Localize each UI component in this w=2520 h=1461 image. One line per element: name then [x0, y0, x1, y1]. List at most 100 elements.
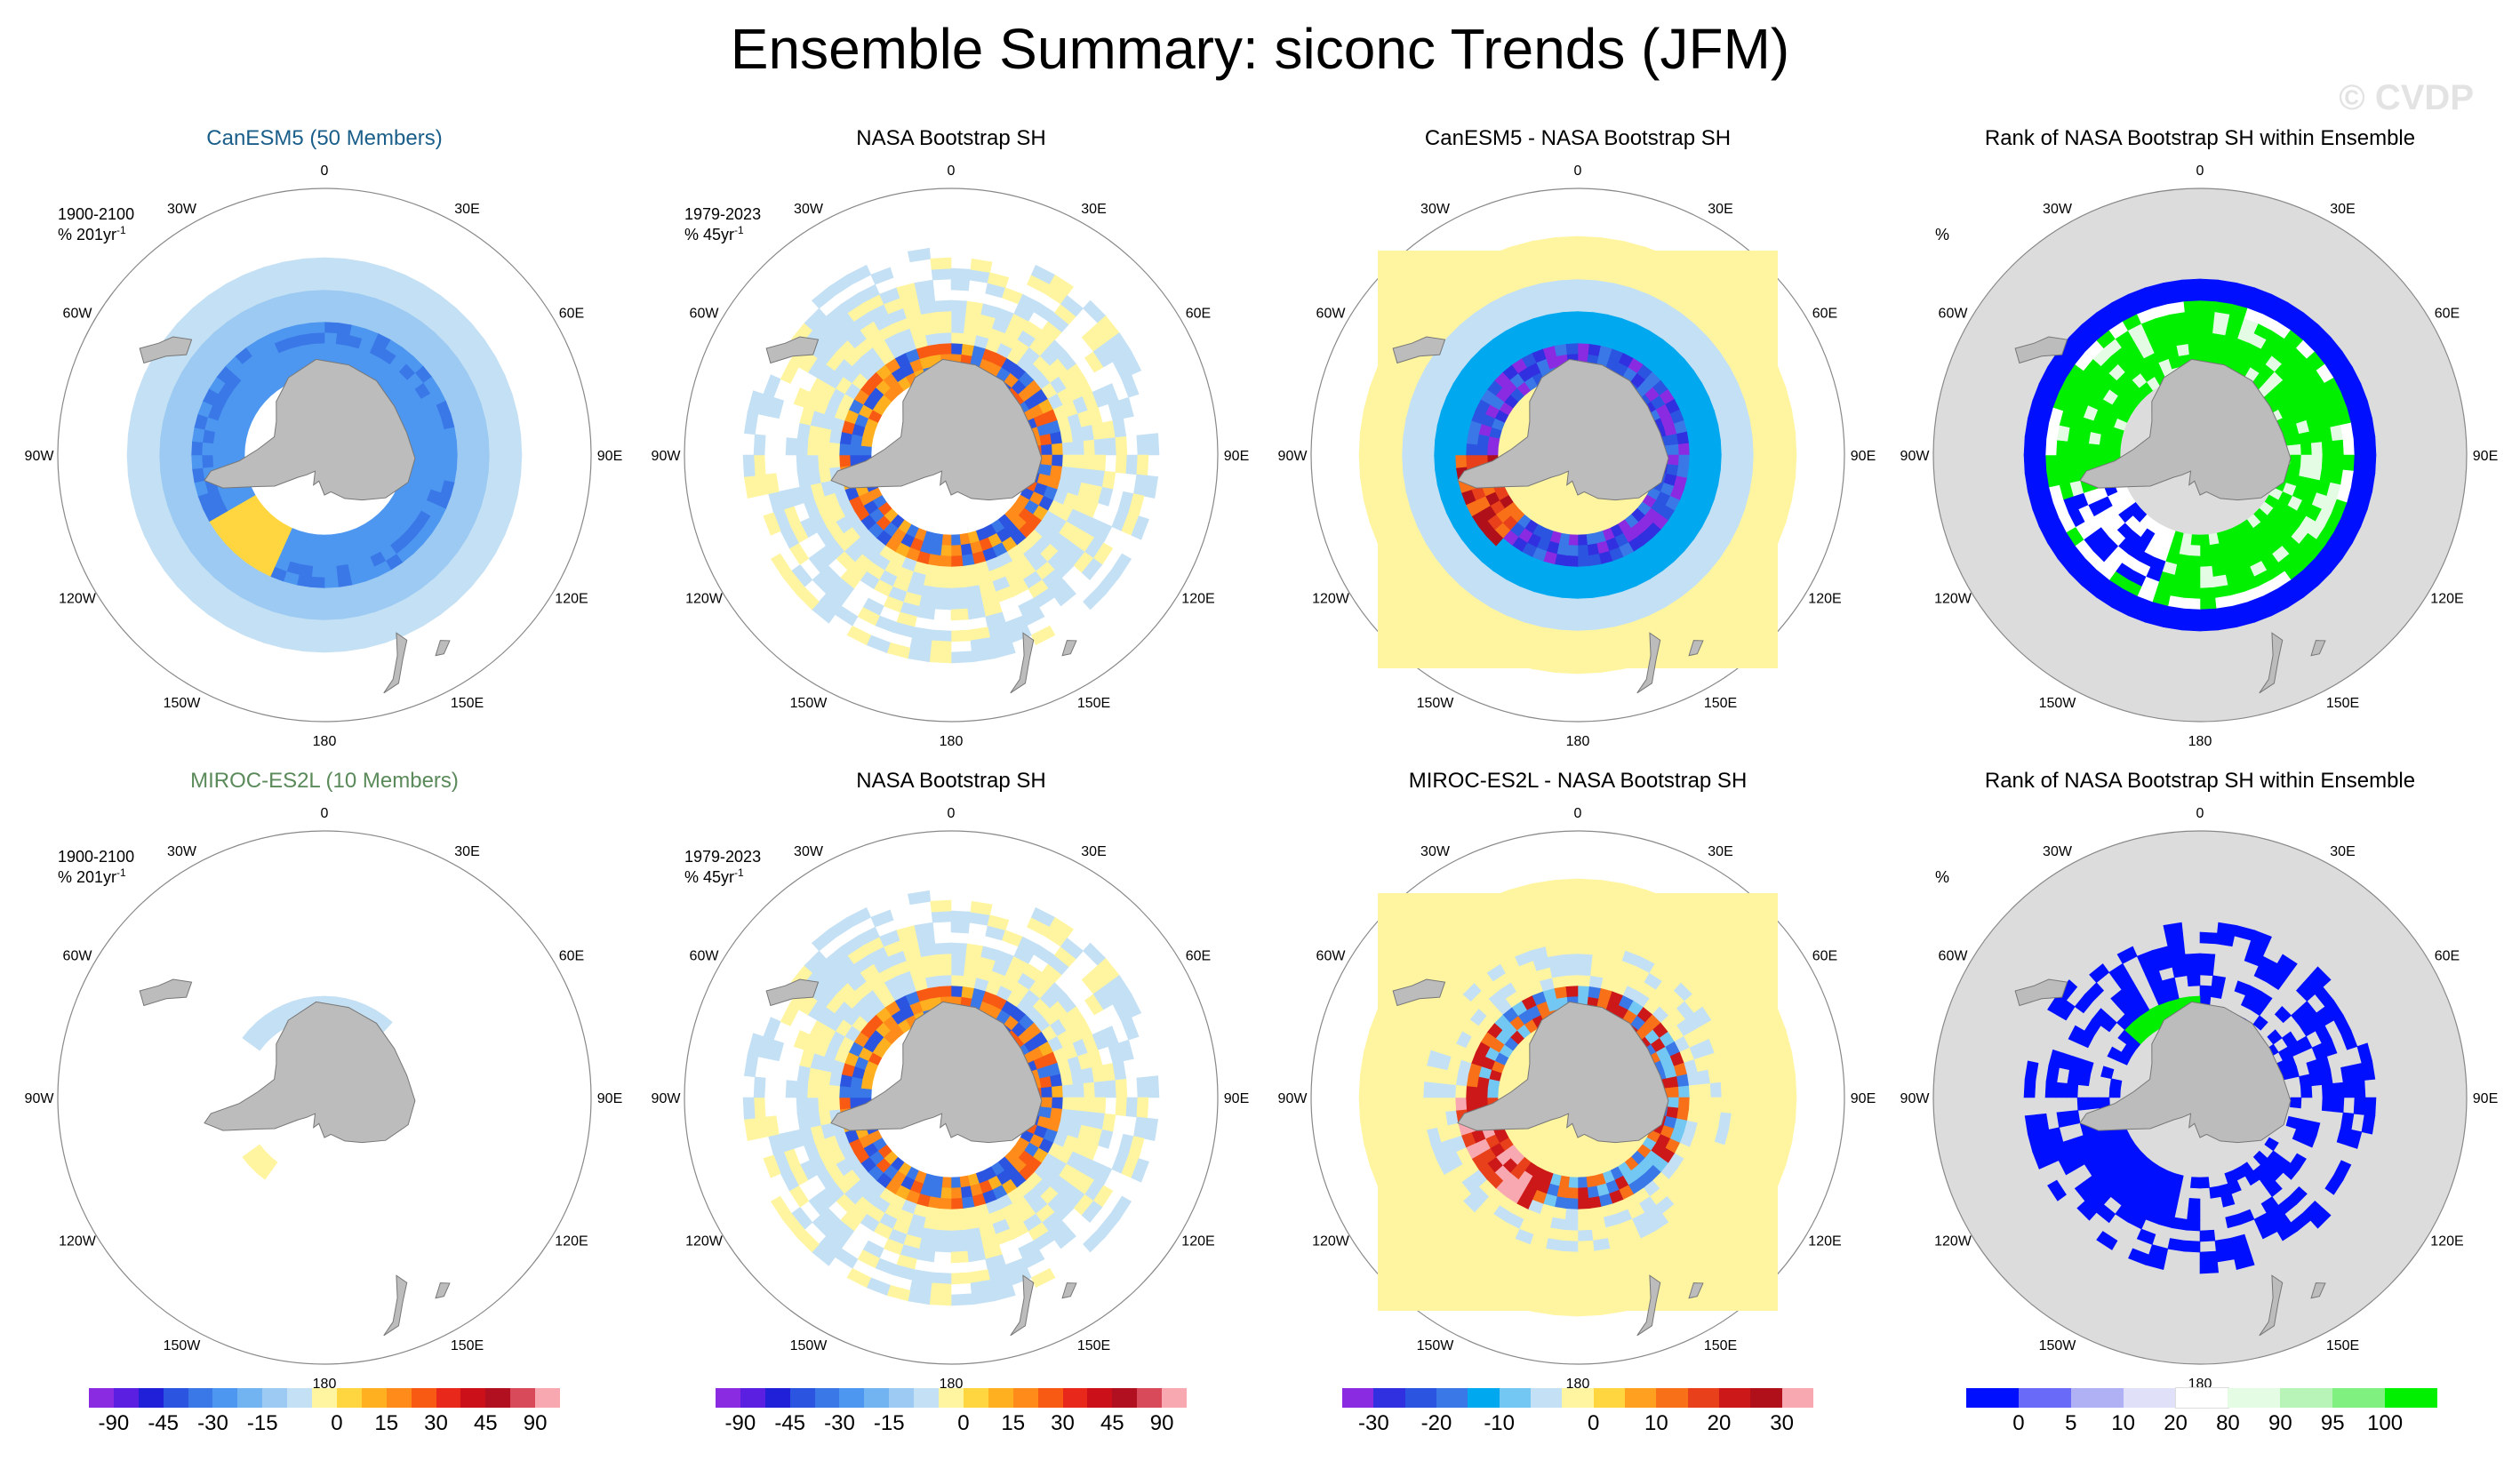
longitude-label: 90E [1851, 1091, 1876, 1106]
antarctica-landmass [830, 1001, 1043, 1144]
trend-cell [2199, 576, 2215, 589]
trend-cell [137, 454, 150, 475]
colorbar-swatch [864, 1388, 890, 1408]
trend-cell [1752, 1097, 1765, 1118]
trend-cell [1688, 442, 1701, 456]
trend-cell [1709, 454, 1723, 471]
trend-cell [950, 587, 967, 600]
colorbar-swatch [1687, 1388, 1720, 1408]
trend-cell [950, 1198, 964, 1210]
trend-cell [308, 597, 325, 611]
trend-cell [313, 545, 325, 557]
trend-cell [753, 434, 766, 456]
longitude-label: 0 [2196, 806, 2204, 821]
trend-cell [1422, 1081, 1436, 1098]
trend-cell [950, 1240, 968, 1253]
trend-cell [1401, 454, 1414, 475]
units-label: % 201yr-1 [58, 224, 126, 244]
trend-cell [509, 434, 523, 456]
longitude-label: 120W [685, 592, 724, 607]
trend-cell [1412, 1097, 1425, 1115]
trend-cell [2184, 587, 2201, 600]
trend-cell [2364, 435, 2377, 456]
colorbar-tick-label: -90 [724, 1411, 756, 1435]
trend-cell [1688, 1084, 1701, 1098]
trend-cell [1039, 1075, 1052, 1089]
colorbar-trend-2: -90 -45 -30 -15 0 15 30 45 90 [716, 1388, 1188, 1441]
trend-cell [2076, 1097, 2090, 1111]
new-zealand-landmass [1010, 632, 1035, 694]
longitude-label: 120E [555, 592, 588, 607]
trend-cell [333, 543, 347, 556]
longitude-label: 120W [59, 1234, 97, 1249]
period-label: 1900-2100 [58, 848, 135, 866]
trend-cell [1030, 625, 1056, 646]
trend-cell [1433, 1082, 1446, 1098]
trend-cell [324, 299, 341, 313]
trend-cell [1401, 1078, 1414, 1098]
longitude-label: 90W [25, 449, 55, 464]
colorbar-tick-label: -30 [1357, 1411, 1389, 1435]
trend-cell [307, 608, 325, 621]
trend-cell [1556, 257, 1579, 270]
antarctica-landmass [204, 1001, 416, 1144]
trend-cell [1486, 445, 1499, 456]
colorbar-swatch [740, 1388, 766, 1408]
trend-cell [412, 433, 426, 446]
panel-difference: CanESM5 - NASA Bootstrap SH 0 30E 60E 90E 12… [1267, 126, 1889, 802]
trend-cell [846, 625, 872, 646]
trend-cell [1773, 454, 1787, 477]
trend-cell [1390, 454, 1404, 475]
trend-cell [2199, 1261, 2220, 1274]
trend-cell [2180, 619, 2201, 632]
colorbar-swatch [336, 1388, 363, 1408]
longitude-label: 0 [1574, 806, 1582, 821]
trend-cell [2087, 443, 2100, 456]
trend-cell [303, 257, 325, 270]
trend-cell [308, 299, 325, 313]
trend-cell [158, 437, 172, 456]
trend-cell [1083, 439, 1096, 456]
trend-cell [1556, 889, 1579, 902]
colorbar-swatch [2332, 1388, 2386, 1408]
trend-cell [169, 438, 182, 456]
trend-cell [377, 1015, 393, 1031]
trend-cell [1098, 1129, 1114, 1149]
trend-cell [2276, 1222, 2298, 1241]
panel-title: MIROC-ES2L - NASA Bootstrap SH [1408, 769, 1748, 793]
trend-cell [324, 310, 340, 323]
trend-cell [753, 454, 766, 476]
trend-cell [936, 321, 952, 334]
trend-cell [2136, 1228, 2156, 1245]
trend-cell [2332, 439, 2345, 456]
trend-cell [309, 321, 325, 334]
trend-cell [2034, 437, 2047, 456]
trend-cell [2310, 454, 2324, 468]
trend-cell [1577, 342, 1590, 355]
trend-cell [1577, 629, 1598, 643]
trend-cell [2023, 1078, 2036, 1098]
trend-cell [927, 343, 941, 356]
longitude-label: 30W [2043, 844, 2073, 859]
trend-cell [950, 1218, 966, 1232]
trend-cell [126, 434, 140, 456]
trend-cell [930, 257, 952, 270]
new-zealand-landmass [383, 1274, 408, 1337]
trend-cell [930, 899, 952, 913]
trend-cell [796, 1081, 809, 1098]
trend-cell [2255, 991, 2273, 1008]
trend-cell [938, 1208, 952, 1221]
longitude-label: 150E [451, 696, 484, 711]
trend-cell [1577, 565, 1591, 579]
new-zealand-landmass [1636, 1274, 1661, 1337]
colorbar-swatch [963, 1388, 989, 1408]
trend-cell [2208, 532, 2220, 546]
trend-cell [1563, 321, 1579, 334]
colorbar-tick-label: 0 [2012, 1411, 2025, 1435]
trend-cell [849, 443, 861, 456]
trend-cell [806, 439, 820, 456]
trend-cell [1390, 1097, 1404, 1118]
trend-cell [1136, 454, 1149, 476]
longitude-label: 180 [1566, 734, 1590, 749]
